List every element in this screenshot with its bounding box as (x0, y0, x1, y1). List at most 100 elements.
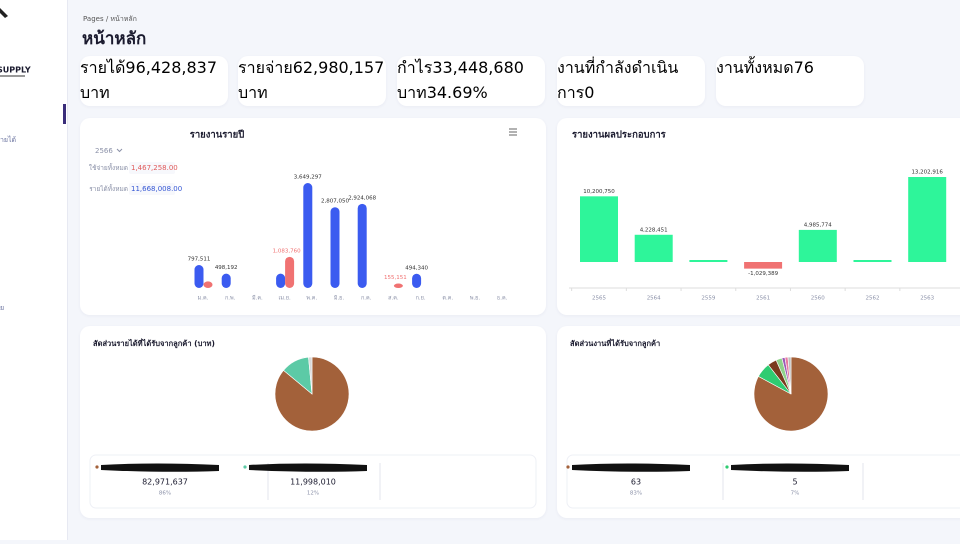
job-share-chart: สัดส่วนงานที่ได้รับจากลูกค้า 63 83% 5 7% (566, 337, 960, 509)
chart-title: สัดส่วนงานที่ได้รับจากลูกค้า (570, 337, 660, 349)
summary-label: ใช้จ่ายทั้งหมด (89, 163, 128, 172)
stat-graphics: รายจ่าย62,980,157 บาท (238, 58, 384, 102)
legend-value: 82,971,637 (142, 478, 188, 487)
stat-value: 76 (793, 58, 814, 77)
bar (276, 273, 286, 288)
x-tick-label: ก.พ. (225, 296, 236, 302)
legend-percent: 86% (159, 491, 171, 497)
x-tick-label: ต.ค. (442, 296, 453, 302)
x-tick-label: ก.ย. (416, 296, 426, 302)
annual-chart: รายงานรายปี 2566 ใช้จ่ายทั้งหมด 1,467,258.0… (89, 128, 517, 302)
bar-value-label: 2,924,068 (348, 195, 376, 201)
job-share-card: สัดส่วนงานที่ได้รับจากลูกค้า 63 83% 5 7% (557, 326, 960, 518)
bar (393, 283, 403, 288)
bar-value-label: 13,202,916 (911, 170, 943, 176)
legend-box (566, 454, 960, 509)
legend-swatch (243, 465, 247, 469)
x-tick-label: ก.ค. (361, 296, 372, 302)
summary-value: 1,467,258.00 (131, 164, 178, 172)
bar-value-label: 4,228,451 (640, 227, 668, 233)
x-tick-label: พ.ย. (470, 296, 481, 302)
bar (798, 229, 837, 262)
bar (303, 183, 313, 288)
bar (412, 273, 422, 288)
x-tick-label: 2565 (592, 296, 606, 302)
bar-value-label: 797,511 (188, 257, 211, 263)
legend-swatch (566, 465, 570, 469)
performance-chart: รายงานผลประกอบการ 10,200,750 2565 4,228,451… (569, 129, 960, 302)
bar-value-label: -1,029,389 (748, 271, 778, 277)
legend-percent: 12% (307, 491, 319, 497)
summary-value-bg (129, 162, 175, 174)
stat-card: งานทั้งหมด76 (716, 56, 864, 106)
bar (744, 262, 783, 269)
bar-value-label: 10,200,750 (583, 189, 615, 195)
bar (853, 260, 892, 262)
annual-card: รายงานรายปี 2566 ใช้จ่ายทั้งหมด 1,467,258.0… (80, 118, 546, 315)
bar-value-label: 4,985,774 (804, 222, 832, 228)
bar (221, 273, 231, 288)
stat-label: กำไร (397, 58, 433, 77)
stat-label: รายได้ (80, 58, 126, 77)
x-tick-label: เม.ย. (278, 296, 290, 302)
chart-title: สัดส่วนรายได้ที่ได้รับจากลูกค้า (บาท) (93, 337, 215, 349)
breadcrumb-item[interactable]: Pages (83, 15, 104, 23)
x-tick-label: 2564 (647, 296, 661, 302)
logo-text: SUPPLY (0, 66, 31, 75)
stat-card: กำไร33,448,680 บาท34.69% (397, 56, 545, 106)
income-share-chart: สัดส่วนรายได้ที่ได้รับจากลูกค้า (บาท) 82,… (89, 337, 537, 509)
x-tick-label: 2563 (920, 296, 934, 302)
chart-title: รายงานผลประกอบการ (572, 129, 667, 141)
bar (330, 207, 340, 288)
bar (357, 203, 367, 288)
active-indicator (63, 104, 66, 124)
income-share-card: สัดส่วนรายได้ที่ได้รับจากลูกค้า (บาท) 82,… (80, 326, 546, 518)
stat-value: 62,980,157 บาท (238, 58, 385, 102)
breadcrumb-separator: / (105, 15, 109, 23)
legend-swatch (725, 465, 729, 469)
chart-title: รายงานรายปี (190, 129, 245, 141)
stat-sub: 34.69% (426, 83, 488, 102)
stat-label: รายจ่าย (238, 58, 293, 77)
bar-value-label: 2,807,050 (321, 199, 349, 205)
stat-graphics: งานทั้งหมด76 (716, 58, 814, 77)
bar (634, 234, 673, 262)
redaction (572, 463, 690, 472)
year-caret (116, 148, 123, 153)
x-tick-label: ส.ค. (388, 295, 399, 302)
legend-value: 63 (631, 478, 641, 487)
breadcrumb-item: หน้าหลัก (110, 15, 137, 23)
page-title: หน้าหลัก (82, 29, 147, 49)
x-tick-label: ธ.ค. (497, 295, 508, 302)
bar-value-label: 1,083,760 (273, 248, 301, 254)
logo-mark (0, 8, 8, 18)
bar-value-label: 155,151 (384, 275, 407, 281)
x-tick-label: 2560 (811, 296, 825, 302)
legend-swatch (95, 465, 99, 469)
breadcrumb: Pages / หน้าหลัก (83, 14, 137, 25)
bar-value-label: 494,340 (405, 265, 428, 271)
legend-value: 5 (792, 478, 797, 487)
x-tick-label: พ.ค. (306, 296, 317, 302)
year-select[interactable]: 2566 (95, 147, 113, 155)
summary-value: 11,668,008.00 (131, 185, 182, 193)
stat-card: รายจ่าย62,980,157 บาท (238, 56, 386, 106)
bar (203, 281, 213, 288)
legend-percent: 83% (630, 491, 642, 497)
bar (194, 265, 204, 288)
stat-label: งานที่กำลังดำเนินการ (557, 58, 679, 102)
legend-value: 11,998,010 (290, 478, 336, 487)
x-tick-label: ม.ค. (198, 296, 209, 302)
x-tick-label: 2559 (701, 296, 715, 302)
stat-graphics: กำไร33,448,680 บาท34.69% (397, 58, 524, 102)
bar (285, 256, 295, 288)
bar-value-label: 498,192 (215, 265, 238, 271)
logo-tagline (0, 75, 25, 77)
stat-card: รายได้96,428,837 บาท (80, 56, 228, 106)
bar (689, 260, 728, 262)
x-tick-label: มี.ค. (252, 295, 263, 302)
stat-graphics: งานที่กำลังดำเนินการ0 (557, 58, 678, 102)
x-tick-label: 2561 (756, 296, 770, 302)
legend-percent: 7% (791, 491, 800, 497)
